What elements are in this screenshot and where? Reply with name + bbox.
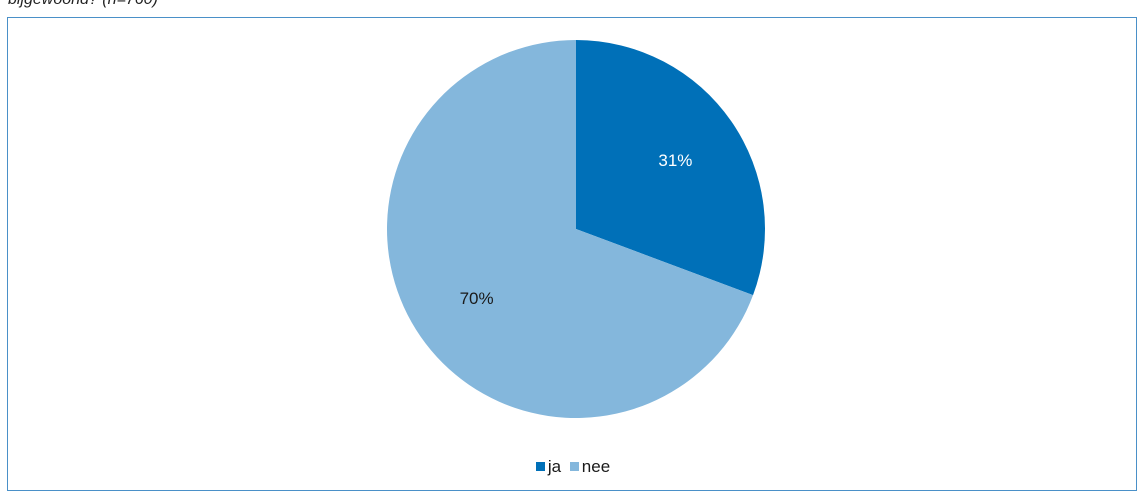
legend-swatch-nee xyxy=(569,462,579,471)
pie-chart: 31% 70% xyxy=(386,40,765,419)
chart-caption: bijgewoond? (n=760) xyxy=(8,0,158,9)
data-label-ja: 31% xyxy=(658,151,692,170)
pie-slice-ja xyxy=(576,40,765,296)
legend-label-nee: nee xyxy=(581,456,611,476)
legend-label-ja: ja xyxy=(547,456,562,476)
pie-slice-nee xyxy=(386,40,754,419)
legend-swatch-ja xyxy=(535,462,545,471)
chart-area: 31% 70% ja nee xyxy=(7,17,1137,491)
data-label-nee: 70% xyxy=(460,289,494,308)
legend-item-nee: nee xyxy=(569,456,611,477)
legend-item-ja: ja xyxy=(535,456,562,477)
legend: ja nee xyxy=(8,456,1138,477)
